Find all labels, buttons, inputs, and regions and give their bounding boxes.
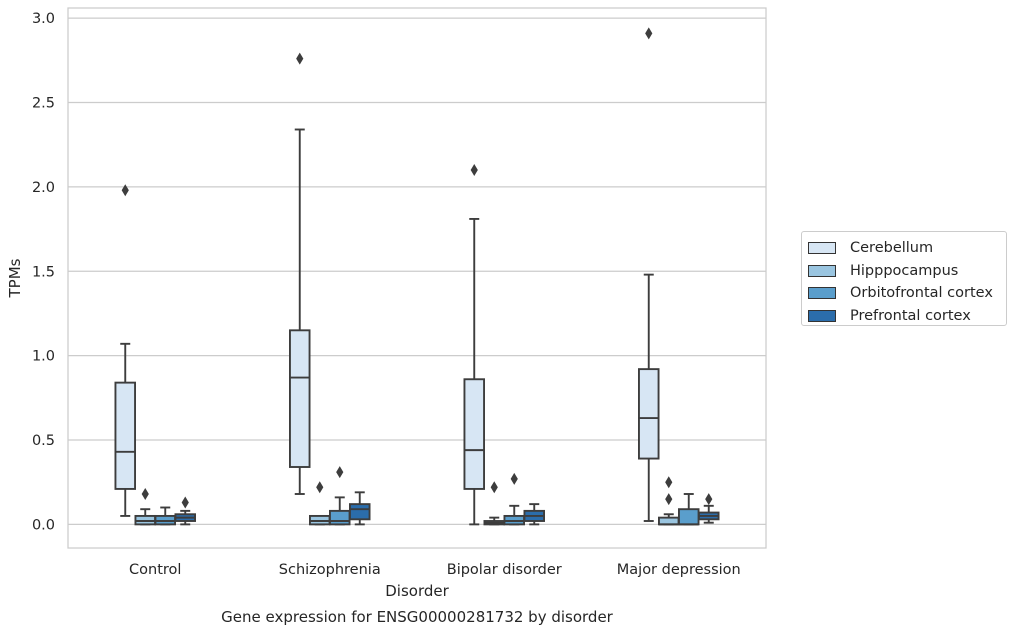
legend-item: Cerebellum	[802, 237, 1006, 260]
y-axis-label: TPMs	[6, 258, 24, 298]
y-tick-label: 3.0	[32, 11, 55, 27]
box-hipppocampus	[483, 481, 506, 526]
box-iqr	[658, 516, 680, 526]
outlier-point	[705, 493, 713, 506]
y-tick-label: 0.5	[32, 433, 55, 449]
outlier-point	[181, 496, 189, 509]
box-iqr	[638, 368, 660, 460]
x-tick-label: Schizophrenia	[279, 562, 381, 578]
x-tick-label: Control	[129, 562, 181, 578]
legend-item: Orbitofrontal cortex	[802, 282, 1006, 305]
outlier-point	[665, 476, 673, 489]
box-iqr	[114, 381, 136, 490]
plot-area	[114, 27, 720, 526]
legend-swatch	[808, 242, 836, 255]
box-iqr	[329, 509, 351, 526]
box-prefrontal-cortex	[523, 503, 546, 526]
outlier-point	[470, 164, 478, 176]
box-iqr	[678, 508, 700, 526]
legend-item: Prefrontal cortex	[802, 305, 1006, 328]
y-tick-label: 1.5	[32, 264, 55, 280]
outlier-point	[121, 184, 129, 197]
box-iqr	[463, 378, 486, 490]
box-iqr	[289, 329, 311, 468]
y-tick-label: 2.0	[32, 180, 55, 196]
outlier-point	[141, 488, 149, 500]
y-axis: 0.0 0.5 1.0 1.5 2.0 2.5 3.0	[32, 11, 55, 533]
legend-item: Hipppocampus	[802, 260, 1006, 283]
box-hipppocampus	[309, 481, 331, 526]
box-orbitofrontal-cortex	[329, 466, 351, 526]
y-tick-label: 2.5	[32, 96, 55, 112]
y-tick-label: 0.0	[32, 517, 55, 533]
box-prefrontal-cortex	[349, 491, 371, 526]
legend: Cerebellum Hipppocampus Orbitofrontal cort…	[801, 231, 1007, 326]
box-iqr	[349, 503, 371, 521]
box-hipppocampus	[658, 476, 680, 526]
outlier-point	[336, 466, 344, 479]
box-prefrontal-cortex	[174, 496, 196, 526]
box-hipppocampus	[134, 488, 156, 526]
y-tick-label: 1.0	[32, 349, 55, 365]
outlier-point	[490, 481, 498, 494]
box-cerebellum	[289, 52, 311, 495]
legend-label: Prefrontal cortex	[850, 307, 971, 324]
box-cerebellum	[114, 184, 136, 517]
box-prefrontal-cortex	[698, 493, 720, 524]
legend-swatch	[808, 287, 836, 300]
chart-title: Gene expression for ENSG00000281732 by d…	[221, 608, 614, 626]
x-axis-label: Disorder	[385, 582, 449, 600]
box-orbitofrontal-cortex	[503, 472, 526, 526]
box-orbitofrontal-cortex	[154, 506, 176, 526]
x-axis: Control Schizophrenia Bipolar disorder Majo…	[129, 562, 741, 578]
outlier-point	[665, 493, 673, 506]
legend-label: Orbitofrontal cortex	[850, 285, 993, 302]
legend-label: Cerebellum	[850, 240, 934, 257]
outlier-point	[510, 472, 518, 485]
plot-frame	[67, 7, 767, 549]
outlier-point	[645, 27, 653, 40]
box-cerebellum	[463, 164, 486, 526]
gridlines	[68, 17, 766, 525]
legend-swatch	[808, 264, 836, 277]
legend-swatch	[808, 309, 836, 322]
x-tick-label: Bipolar disorder	[447, 562, 562, 578]
box-orbitofrontal-cortex	[678, 493, 700, 526]
x-tick-label: Major depression	[617, 562, 741, 578]
outlier-point	[296, 52, 304, 65]
box-cerebellum	[638, 27, 660, 522]
legend-label: Hipppocampus	[850, 262, 959, 279]
outlier-point	[316, 481, 324, 494]
